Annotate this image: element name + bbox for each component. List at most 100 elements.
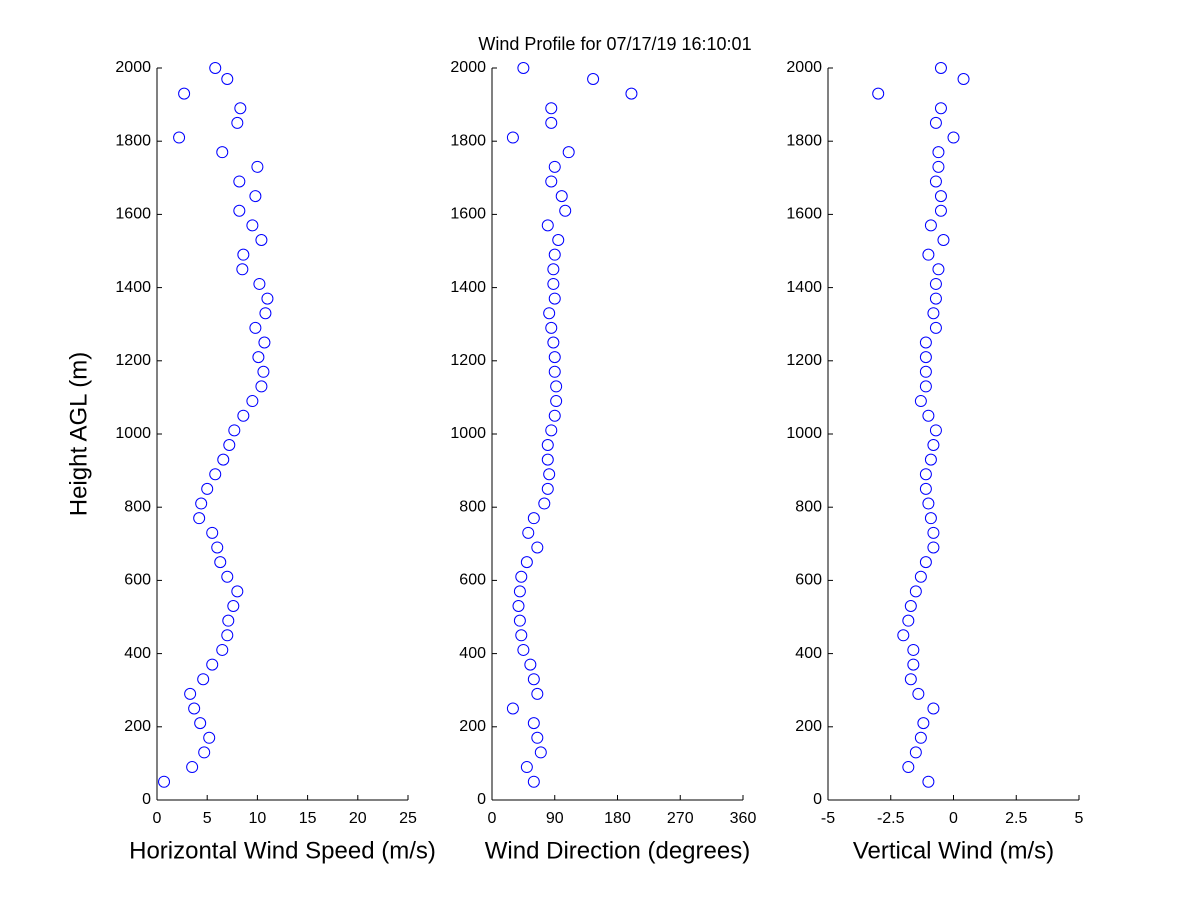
x-tick-label: 2.5 bbox=[1005, 810, 1027, 827]
point bbox=[559, 204, 572, 217]
point bbox=[188, 702, 201, 715]
point bbox=[236, 263, 249, 276]
point bbox=[934, 204, 947, 217]
point bbox=[216, 146, 229, 159]
y-tick-label: 200 bbox=[459, 718, 486, 735]
point bbox=[234, 102, 247, 115]
point bbox=[947, 131, 960, 144]
point bbox=[934, 190, 947, 203]
point bbox=[209, 468, 222, 481]
y-tick-label: 2000 bbox=[450, 59, 486, 76]
point bbox=[555, 190, 568, 203]
x-axis-label: Vertical Wind (m/s) bbox=[853, 837, 1054, 864]
x-tick-label: 360 bbox=[730, 810, 757, 827]
point bbox=[193, 512, 206, 525]
point bbox=[587, 72, 600, 85]
point bbox=[562, 146, 575, 159]
point bbox=[517, 643, 530, 656]
x-tick-label: 90 bbox=[546, 810, 564, 827]
point bbox=[221, 72, 234, 85]
point bbox=[547, 277, 560, 290]
point bbox=[233, 175, 246, 188]
point bbox=[246, 219, 259, 232]
point bbox=[547, 263, 560, 276]
y-axis-label: Height AGL (m) bbox=[65, 352, 92, 517]
point bbox=[173, 131, 186, 144]
point bbox=[227, 600, 240, 613]
point bbox=[872, 87, 885, 100]
point bbox=[520, 761, 533, 774]
x-tick-label: -5 bbox=[821, 810, 835, 827]
y-tick-label: 1000 bbox=[115, 425, 151, 442]
y-tick-label: 0 bbox=[813, 791, 822, 808]
point bbox=[541, 482, 554, 495]
x-tick-label: 10 bbox=[249, 810, 267, 827]
point bbox=[548, 409, 561, 422]
point bbox=[927, 526, 940, 539]
point bbox=[937, 234, 950, 247]
point bbox=[158, 775, 171, 788]
y-tick-label: 1000 bbox=[450, 425, 486, 442]
point bbox=[211, 541, 224, 554]
point bbox=[515, 570, 528, 583]
y-tick-label: 400 bbox=[795, 645, 822, 662]
point bbox=[216, 643, 229, 656]
point bbox=[203, 731, 216, 744]
x-axis-label: Horizontal Wind Speed (m/s) bbox=[129, 837, 436, 864]
point bbox=[907, 658, 920, 671]
point bbox=[934, 102, 947, 115]
point bbox=[547, 336, 560, 349]
x-tick-label: 5 bbox=[1075, 810, 1084, 827]
point bbox=[929, 292, 942, 305]
point bbox=[924, 512, 937, 525]
x-tick-label: 15 bbox=[299, 810, 317, 827]
point bbox=[206, 658, 219, 671]
y-tick-label: 600 bbox=[795, 572, 822, 589]
point bbox=[194, 717, 207, 730]
point bbox=[249, 190, 262, 203]
point bbox=[538, 497, 551, 510]
point bbox=[914, 731, 927, 744]
point bbox=[252, 351, 265, 364]
point bbox=[548, 248, 561, 261]
point bbox=[517, 62, 530, 74]
point bbox=[221, 629, 234, 642]
point bbox=[527, 673, 540, 686]
point bbox=[541, 438, 554, 451]
point bbox=[919, 468, 932, 481]
point bbox=[527, 717, 540, 730]
point bbox=[233, 204, 246, 217]
y-tick-label: 200 bbox=[124, 718, 151, 735]
point bbox=[209, 62, 222, 74]
point bbox=[924, 453, 937, 466]
point bbox=[550, 395, 563, 408]
point bbox=[198, 746, 211, 759]
point bbox=[522, 526, 535, 539]
point bbox=[222, 614, 235, 627]
point bbox=[912, 687, 925, 700]
y-tick-label: 200 bbox=[795, 718, 822, 735]
point bbox=[246, 395, 259, 408]
y-tick-label: 1400 bbox=[115, 279, 151, 296]
point bbox=[527, 512, 540, 525]
point bbox=[929, 277, 942, 290]
point bbox=[550, 380, 563, 393]
point bbox=[543, 307, 556, 320]
x-tick-label: 0 bbox=[488, 810, 497, 827]
point bbox=[548, 351, 561, 364]
y-tick-label: 800 bbox=[795, 498, 822, 515]
y-tick-label: 2000 bbox=[786, 59, 822, 76]
point bbox=[902, 761, 915, 774]
point bbox=[548, 365, 561, 378]
point bbox=[927, 307, 940, 320]
point bbox=[237, 248, 250, 261]
x-tick-label: 20 bbox=[349, 810, 367, 827]
point bbox=[904, 600, 917, 613]
y-tick-label: 400 bbox=[459, 645, 486, 662]
point bbox=[924, 219, 937, 232]
point bbox=[512, 600, 525, 613]
point bbox=[231, 585, 244, 598]
x-tick-label: 0 bbox=[153, 810, 162, 827]
chart-title: Wind Profile for 07/17/19 16:10:01 bbox=[478, 34, 751, 54]
